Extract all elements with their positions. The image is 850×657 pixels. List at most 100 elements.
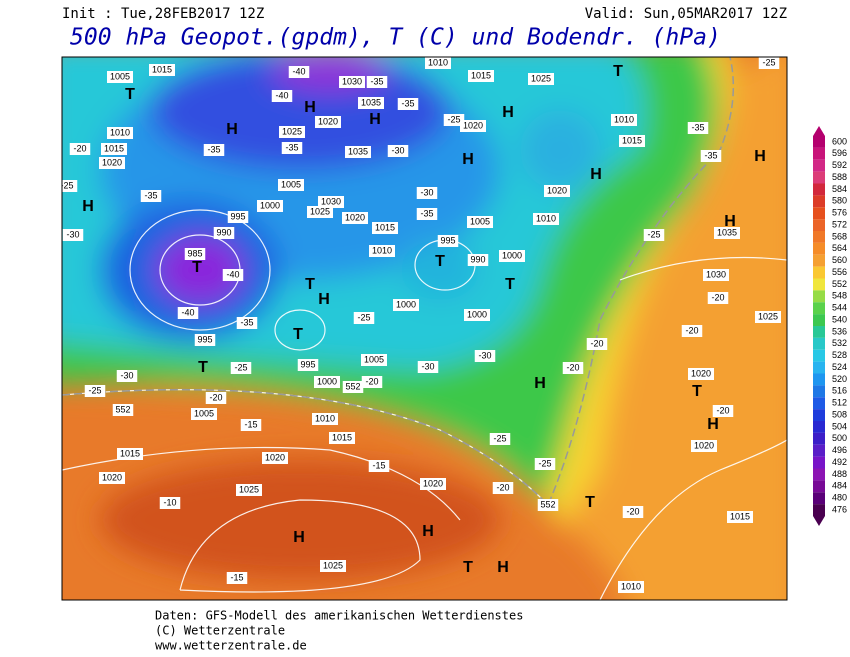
contour-label: 1020: [345, 212, 365, 222]
label-box: [140, 190, 162, 202]
label-box: [226, 572, 248, 584]
colorbar-label: 592: [832, 160, 847, 170]
label-box: [227, 211, 249, 223]
colorbar-swatch: [813, 444, 825, 457]
pressure-system: T: [505, 276, 515, 293]
label-box: [177, 307, 199, 319]
label-box: [468, 70, 494, 82]
colorbar-label: 484: [832, 481, 847, 491]
contour-label: 552: [115, 404, 130, 414]
contour-label: 1020: [691, 368, 711, 378]
contour-label: 1015: [730, 511, 750, 521]
label-box: [464, 309, 490, 321]
colorbar-swatch: [813, 314, 825, 326]
label-box: [230, 362, 252, 374]
label-box: [533, 213, 559, 225]
contour-label: 1005: [470, 216, 490, 226]
colorbar-label: 580: [832, 196, 847, 206]
footer-line: www.wetterzentrale.de: [155, 639, 307, 653]
colorbar-label: 488: [832, 469, 847, 479]
colorbar-swatch: [813, 183, 825, 196]
pressure-system: H: [369, 111, 381, 128]
label-box: [112, 404, 134, 416]
label-box: [194, 334, 216, 346]
label-box: [691, 440, 717, 452]
contour-label: 1020: [463, 120, 483, 130]
colorbar-label: 576: [832, 208, 847, 218]
colorbar-swatch: [813, 136, 825, 148]
pressure-system: T: [463, 559, 473, 576]
label-box: [712, 405, 734, 417]
colorbar-label: 540: [832, 314, 847, 324]
pressure-system: T: [305, 276, 315, 293]
contour-label: 1015: [471, 70, 491, 80]
label-box: [159, 497, 181, 509]
contour-label: 552: [345, 381, 360, 391]
pressure-system: T: [585, 494, 595, 511]
pressure-system: H: [754, 148, 766, 165]
contour-label: 1010: [536, 213, 556, 223]
contour-label: -15: [372, 460, 385, 470]
label-box: [342, 212, 368, 224]
contour-label: -30: [478, 350, 491, 360]
contour-label: 1000: [260, 200, 280, 210]
contour-label: -20: [365, 376, 378, 386]
label-box: [116, 370, 138, 382]
label-box: [387, 145, 409, 157]
label-box: [707, 292, 729, 304]
colorbar-swatch: [813, 302, 825, 315]
contour-label: 1005: [110, 71, 130, 81]
colorbar-swatch: [813, 456, 825, 469]
contour-label: -15: [230, 572, 243, 582]
label-box: [758, 57, 780, 69]
label-box: [369, 245, 395, 257]
label-box: [184, 248, 206, 260]
contour-label: -40: [275, 90, 288, 100]
colorbar-label: 532: [832, 338, 847, 348]
contour-label: -20: [685, 325, 698, 335]
pressure-system: H: [422, 523, 434, 540]
label-box: [62, 180, 78, 192]
contour-label: 1035: [361, 97, 381, 107]
label-box: [117, 448, 143, 460]
footer-line: Daten: GFS-Modell des amerikanischen Wet…: [155, 609, 523, 623]
label-box: [703, 269, 729, 281]
contour-label: 995: [197, 334, 212, 344]
pressure-system: T: [293, 326, 303, 343]
pressure-system: H: [82, 198, 94, 215]
label-box: [318, 196, 344, 208]
contour-label: -25: [762, 57, 775, 67]
contour-label: 995: [230, 211, 245, 221]
label-box: [537, 499, 559, 511]
contour-label: 1030: [342, 76, 362, 86]
contour-label: -30: [391, 145, 404, 155]
label-box: [586, 338, 608, 350]
colorbar-label: 492: [832, 457, 847, 467]
colorbar-swatch: [813, 373, 825, 386]
contour-label: 1025: [323, 560, 343, 570]
pressure-system: H: [226, 121, 238, 138]
colorbar-swatch: [813, 147, 825, 160]
contour-label: 1020: [102, 157, 122, 167]
pressure-system: H: [502, 104, 514, 121]
label-box: [619, 135, 645, 147]
label-box: [467, 216, 493, 228]
label-box: [281, 142, 303, 154]
contour-label: -35: [240, 317, 253, 327]
contour-label: 985: [187, 248, 202, 258]
label-box: [297, 359, 319, 371]
label-box: [84, 385, 106, 397]
contour-label: -35: [704, 150, 717, 160]
contour-label: 1015: [332, 432, 352, 442]
contour-label: -25: [647, 229, 660, 239]
label-box: [534, 458, 556, 470]
contour-label: -20: [711, 292, 724, 302]
label-box: [339, 76, 365, 88]
colorbar-swatch: [813, 349, 825, 362]
label-box: [222, 269, 244, 281]
colorbar-label: 496: [832, 445, 847, 455]
contour-label: -25: [60, 180, 73, 190]
contour-label: -35: [420, 208, 433, 218]
colorbar-label: 560: [832, 255, 847, 265]
